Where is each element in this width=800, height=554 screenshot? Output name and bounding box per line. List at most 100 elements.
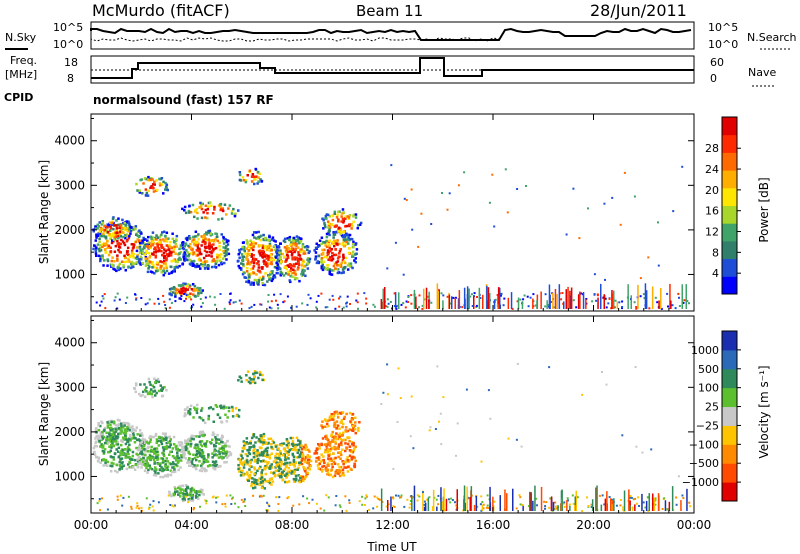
echo-point: [98, 435, 102, 438]
echo-point: [149, 388, 153, 391]
echo-point: [152, 458, 156, 461]
echo-point: [165, 446, 168, 450]
echo-point: [303, 250, 306, 253]
echo-point: [380, 488, 383, 511]
echo-point: [106, 464, 109, 467]
echo-point: [153, 272, 156, 275]
echo-point: [338, 427, 341, 430]
echo-point: [287, 496, 290, 498]
echo-point: [277, 307, 280, 310]
echo-point: [343, 260, 346, 263]
echo-point: [137, 448, 140, 451]
echo-point: [173, 504, 176, 507]
echo-point: [440, 292, 443, 295]
echo-point: [170, 450, 173, 453]
echo-point: [392, 467, 395, 470]
echo-point: [163, 438, 166, 441]
echo-point: [244, 505, 247, 507]
echo-point: [190, 496, 193, 499]
echo-point: [258, 252, 261, 255]
x-axis-label: Time UT: [366, 540, 417, 554]
echo-point: [206, 246, 210, 249]
echo-point: [445, 498, 448, 511]
echo-point: [157, 389, 161, 393]
echo-point: [412, 496, 415, 499]
echo-point: [503, 297, 506, 300]
echo-point: [203, 249, 207, 252]
echo-point: [332, 269, 335, 272]
echo-point: [552, 292, 554, 309]
echo-point: [259, 439, 263, 442]
echo-point: [169, 438, 172, 441]
echo-point: [470, 486, 473, 511]
echo-point: [347, 242, 350, 245]
echo-point: [372, 507, 375, 510]
echo-point: [338, 435, 341, 439]
echo-point: [308, 455, 311, 459]
echo-point: [149, 270, 153, 273]
echo-point: [97, 457, 101, 460]
echo-point: [187, 501, 190, 504]
echo-point: [114, 233, 118, 237]
echo-point: [256, 451, 260, 454]
echo-point: [623, 490, 626, 511]
echo-point: [384, 305, 387, 307]
echo-point: [247, 275, 251, 279]
echo-point: [308, 257, 312, 261]
echo-point: [219, 465, 222, 468]
echo-point: [107, 420, 111, 423]
echo-point: [136, 246, 139, 249]
echo-point: [259, 477, 263, 481]
echo-point: [216, 235, 219, 238]
echo-point: [253, 375, 256, 379]
echo-point: [147, 251, 151, 255]
echo-point: [200, 491, 204, 495]
echo-point: [154, 471, 157, 475]
echo-point: [184, 484, 188, 487]
echo-point: [306, 466, 310, 470]
echo-point: [440, 501, 442, 511]
echo-point: [200, 409, 203, 412]
echo-point: [567, 286, 569, 309]
echo-point: [446, 208, 449, 211]
echo-point: [122, 421, 125, 425]
echo-point: [290, 272, 294, 275]
echo-point: [261, 373, 264, 377]
echo-point: [225, 460, 228, 464]
echo-point: [429, 426, 432, 429]
echo-point: [448, 294, 451, 309]
echo-point: [307, 251, 310, 255]
echo-point: [318, 447, 321, 450]
echo-point: [285, 253, 289, 257]
echo-point: [94, 227, 98, 230]
echo-point: [437, 494, 440, 497]
echo-point: [96, 223, 99, 227]
echo-point: [395, 494, 397, 497]
echo-point: [94, 247, 98, 251]
echo-point: [630, 295, 632, 309]
echo-point: [323, 222, 326, 225]
echo-point: [340, 419, 344, 422]
echo-point: [138, 247, 142, 250]
echo-point: [225, 251, 228, 254]
echo-point: [321, 465, 324, 468]
echo-point: [200, 417, 203, 420]
echo-point: [142, 390, 145, 394]
echo-point: [441, 192, 443, 194]
echo-point: [200, 407, 204, 410]
echo-point: [109, 221, 112, 224]
echo-point: [224, 442, 227, 445]
echo-point: [575, 490, 577, 511]
echo-point: [578, 237, 581, 240]
echo-point: [328, 215, 331, 218]
echo-point: [205, 502, 208, 505]
echo-point: [332, 452, 335, 455]
echo-point: [255, 231, 258, 234]
echo-point: [295, 436, 299, 440]
echo-point: [643, 297, 646, 300]
echo-point: [295, 277, 299, 280]
echo-point: [237, 506, 240, 509]
echo-point: [331, 218, 335, 222]
echo-point: [240, 302, 243, 305]
echo-point: [177, 468, 180, 472]
